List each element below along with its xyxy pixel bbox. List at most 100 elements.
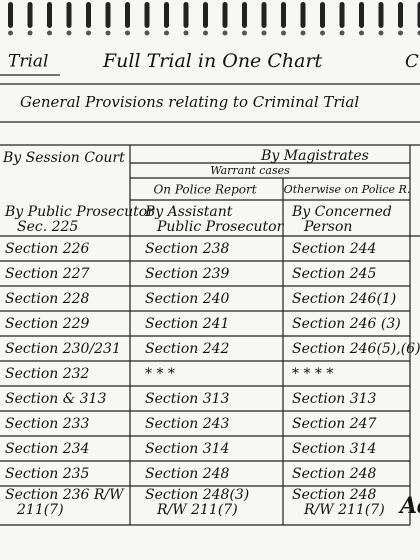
cell: R/W 211(7): [156, 502, 238, 518]
ring: [8, 2, 13, 28]
ring: [359, 2, 364, 28]
ring-hole: [320, 30, 325, 36]
ring-hole: [8, 30, 13, 36]
ring-hole: [66, 30, 72, 36]
ring-hole: [125, 30, 130, 36]
column-header: By Public Prosecutor: [4, 204, 155, 220]
ring: [242, 2, 247, 28]
ring-hole: [144, 30, 150, 36]
ring-hole: [339, 30, 345, 36]
cell: Section 241: [145, 316, 229, 332]
ring: [261, 2, 267, 28]
cell: Section 313: [292, 391, 377, 407]
cell: Section 236 R/W: [5, 487, 125, 503]
cell: Section 233: [5, 416, 90, 432]
footer-label: Adv: [398, 493, 420, 519]
cell: Section 245: [292, 266, 377, 282]
cell: Section 242: [145, 341, 230, 357]
cell: Section 314: [145, 441, 229, 457]
cell: Section & 313: [5, 391, 106, 407]
ring: [203, 2, 208, 28]
cell: Section 246(5),(6): [292, 341, 420, 357]
ring: [300, 2, 306, 28]
group-header: Otherwise on Police R.: [284, 183, 411, 196]
ring: [183, 2, 189, 28]
cell: Section 229: [5, 316, 90, 332]
ring: [144, 2, 150, 28]
ring-hole: [378, 30, 384, 36]
cell: Section 246(1): [292, 291, 396, 307]
ring: [125, 2, 130, 28]
ring: [281, 2, 286, 28]
subtitle: General Provisions relating to Criminal …: [20, 93, 359, 111]
ring-hole: [261, 30, 267, 36]
column-header: By Concerned: [291, 204, 392, 220]
column-header: Person: [303, 219, 352, 235]
cell: Section 227: [5, 266, 90, 282]
ring: [27, 2, 33, 28]
cell: Section 232: [5, 366, 90, 382]
ring: [105, 2, 111, 28]
ring-hole: [242, 30, 247, 36]
ring-hole: [203, 30, 208, 36]
cell: Section 313: [145, 391, 230, 407]
ring-hole: [27, 30, 33, 36]
cell: Section 240: [145, 291, 230, 307]
corner-label: C: [405, 51, 419, 72]
cell: Section 234: [5, 441, 89, 457]
ring: [164, 2, 169, 28]
cell: Section 246 (3): [292, 316, 401, 332]
cell: Section 248: [145, 466, 230, 482]
column-header: Sec. 225: [17, 219, 78, 235]
group-header: By Magistrates: [260, 148, 369, 164]
ring-hole: [105, 30, 111, 36]
tab-label: Trial: [8, 52, 48, 72]
cell: Section 314: [292, 441, 376, 457]
ring: [86, 2, 91, 28]
cell: Section 248: [292, 466, 377, 482]
column-header: Public Prosecutor: [156, 219, 285, 235]
ring: [320, 2, 325, 28]
group-header: On Police Report: [153, 183, 256, 197]
cell: * * * *: [292, 366, 333, 382]
cell: Section 248: [292, 487, 377, 503]
spiral-binding: [8, 2, 420, 36]
cell: Section 244: [292, 241, 376, 257]
ring-hole: [164, 30, 169, 36]
ring-hole: [222, 30, 228, 36]
ring: [378, 2, 384, 28]
cell: Section 230/231: [5, 341, 121, 357]
cell: Section 243: [145, 416, 230, 432]
cell: Section 235: [5, 466, 90, 482]
page-title: Full Trial in One Chart: [102, 50, 323, 72]
cell: Section 248(3): [145, 487, 249, 503]
ring: [222, 2, 228, 28]
ring: [417, 2, 420, 28]
ring-hole: [398, 30, 403, 36]
ring-hole: [300, 30, 306, 36]
ring: [398, 2, 403, 28]
ring: [66, 2, 72, 28]
ring-hole: [86, 30, 91, 36]
ring: [339, 2, 345, 28]
cell: Section 226: [5, 241, 90, 257]
cell: * * *: [145, 366, 175, 382]
ring-hole: [359, 30, 364, 36]
cell: Section 247: [292, 416, 377, 432]
ring-hole: [281, 30, 286, 36]
table: By Session Court By Magistrates Warrant …: [0, 144, 420, 526]
cell: Section 228: [5, 291, 90, 307]
column-header: By Assistant: [144, 204, 233, 220]
group-header: Warrant cases: [210, 164, 290, 177]
ring-hole: [47, 30, 52, 36]
cell: 211(7): [16, 502, 64, 518]
cell: Section 238: [145, 241, 230, 257]
cell: Section 239: [145, 266, 230, 282]
ring-hole: [183, 30, 189, 36]
group-header: By Session Court: [2, 150, 125, 166]
ring-hole: [417, 30, 420, 36]
cell: R/W 211(7): [303, 502, 385, 518]
ring: [47, 2, 52, 28]
